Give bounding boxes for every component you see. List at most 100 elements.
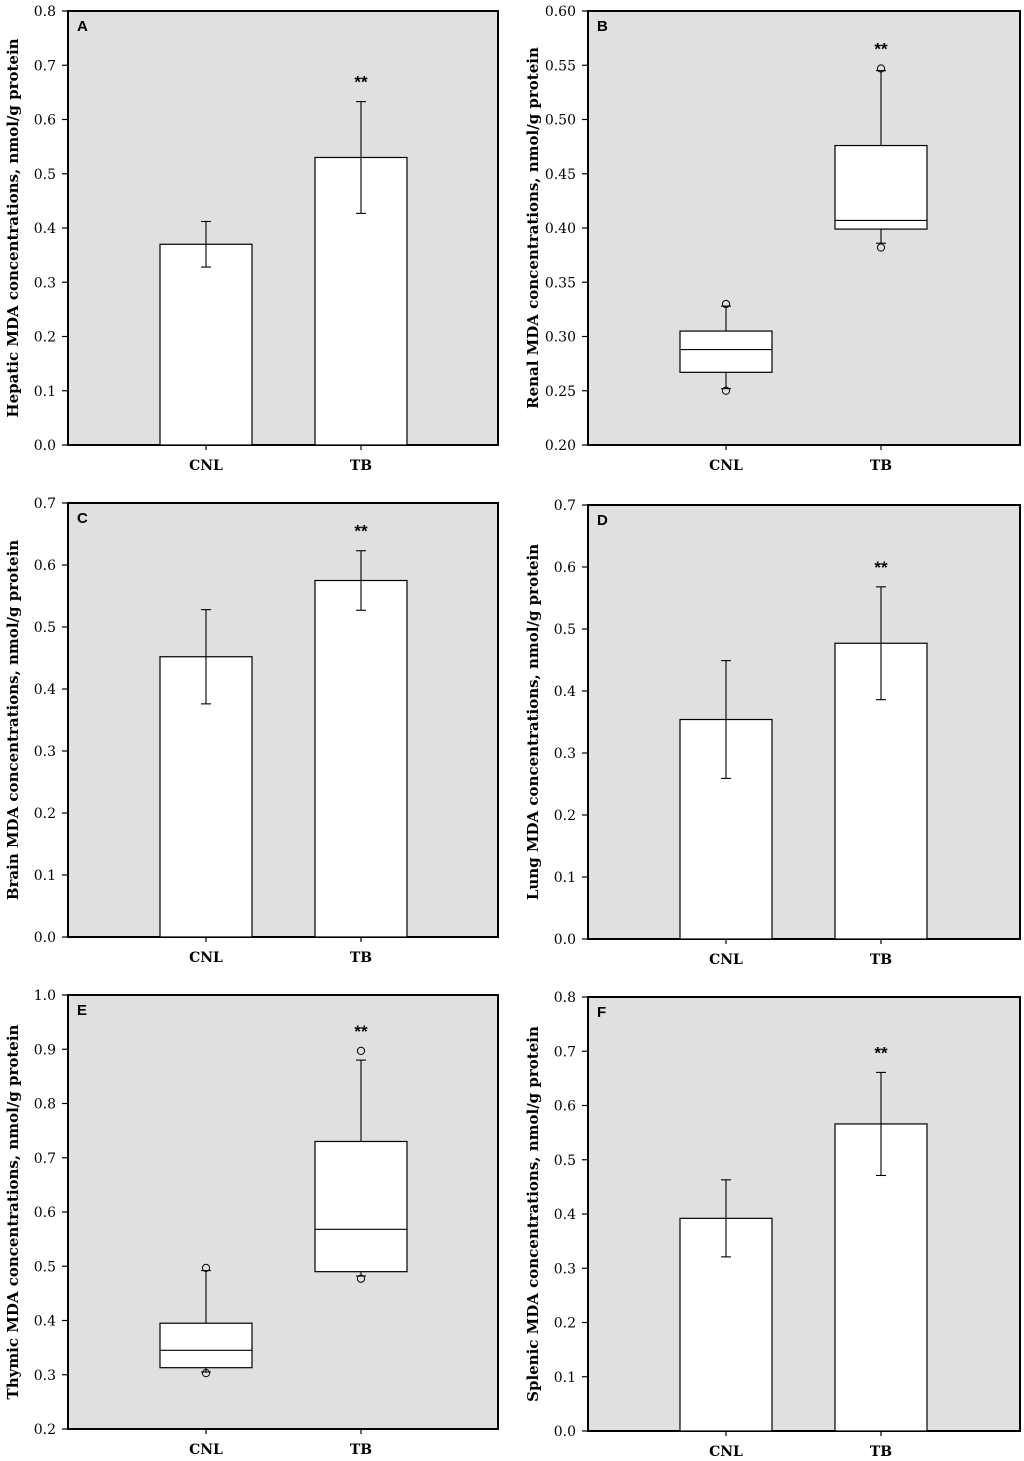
plot-area	[67, 994, 499, 1430]
panel-letter: C	[77, 510, 88, 527]
y-tick-label: 0.4	[34, 221, 56, 237]
bar-cnl	[159, 243, 253, 446]
y-tick-label: 0.3	[34, 275, 56, 291]
plot-area	[67, 502, 499, 938]
category-label-tb: TB	[350, 458, 372, 474]
outlier-point	[876, 64, 886, 73]
y-tick-label: 0.55	[545, 58, 576, 74]
box-tb	[314, 1140, 408, 1273]
category-label-cnl: CNL	[189, 950, 223, 966]
y-axis-label: Splenic MDA concentrations, nmol/g prote…	[524, 1026, 542, 1402]
y-tick-label: 0.0	[34, 930, 56, 946]
significance-marker: **	[354, 73, 368, 92]
category-label-tb: TB	[870, 952, 892, 968]
significance-marker: **	[354, 1022, 368, 1041]
category-label-tb: TB	[870, 1444, 892, 1460]
y-tick-label: 0.3	[554, 746, 576, 762]
y-tick-label: 0.7	[554, 1044, 576, 1060]
y-tick-label: 0.2	[34, 330, 56, 346]
y-tick-label: 0.7	[34, 1151, 56, 1167]
y-tick-label: 0.1	[554, 870, 576, 886]
y-tick-label: 0.8	[34, 1097, 56, 1113]
y-tick-label: 0.6	[34, 1205, 56, 1221]
significance-marker: **	[874, 40, 888, 59]
y-tick-label: 0.8	[554, 990, 576, 1006]
category-label-tb: TB	[350, 1442, 372, 1458]
y-tick-label: 0.2	[554, 1316, 576, 1332]
y-tick-label: 0.40	[545, 221, 576, 237]
plot-area	[67, 10, 499, 446]
outlier-point	[721, 299, 731, 309]
chart-panel-a: 0.0 0.1 0.2 0.3 0.4 0.5 0.6 0.7 0.8 Hepatic MDA c…	[4, 4, 499, 474]
y-tick-label: 0.2	[34, 1422, 56, 1438]
significance-marker: **	[874, 1043, 888, 1062]
y-tick-label: 0.45	[545, 167, 576, 183]
y-axis-label: Lung MDA concentrations, nmol/g protein	[524, 544, 542, 900]
y-axis-label: Thymic MDA concentrations, nmol/g protei…	[4, 1024, 22, 1399]
significance-marker: **	[354, 522, 368, 541]
y-tick-label: 0.1	[34, 384, 56, 400]
plot-area	[587, 996, 1021, 1432]
outlier-point	[201, 1263, 211, 1272]
outlier-point	[356, 1274, 366, 1283]
outlier-point	[721, 386, 731, 395]
plot-area	[587, 10, 1021, 446]
y-axis-label: Hepatic MDA concentrations, nmol/g prote…	[4, 38, 22, 417]
category-label-cnl: CNL	[709, 952, 743, 968]
y-tick-label: 0.35	[545, 275, 576, 291]
y-tick-label: 0.1	[554, 1370, 576, 1386]
chart-panel-b: 0.20 0.25 0.30 0.35 0.40 0.45 0.50 0.55 0.60 Rena…	[524, 4, 1021, 474]
chart-panel-d: 0.0 0.1 0.2 0.3 0.4 0.5 0.6 0.7 Lung MDA concent…	[524, 498, 1021, 968]
y-tick-label: 0.7	[34, 496, 56, 512]
y-tick-label: 0.3	[34, 744, 56, 760]
box-tb	[834, 144, 928, 230]
y-tick-label: 0.2	[34, 806, 56, 822]
y-tick-label: 0.7	[554, 498, 576, 514]
y-tick-label: 0.20	[545, 438, 576, 454]
y-tick-label: 0.4	[34, 1314, 56, 1330]
y-tick-label: 0.0	[554, 1424, 576, 1440]
y-tick-label: 1.0	[34, 988, 56, 1004]
panel-letter: E	[77, 1002, 87, 1019]
category-label-tb: TB	[350, 950, 372, 966]
box-cnl	[159, 1322, 253, 1369]
bar-tb	[314, 579, 408, 938]
outlier-point	[356, 1046, 366, 1055]
y-tick-label: 0.5	[34, 620, 56, 636]
plot-area	[587, 504, 1021, 940]
outlier-point	[876, 243, 886, 252]
panel-letter: F	[597, 1004, 606, 1021]
y-tick-label: 0.25	[545, 384, 576, 400]
chart-panel-e: 0.2 0.3 0.4 0.5 0.6 0.7 0.8 0.9 1.0 Thymic MDA co…	[4, 988, 499, 1458]
category-label-cnl: CNL	[189, 1442, 223, 1458]
y-tick-label: 0.5	[34, 1259, 56, 1275]
significance-marker: **	[874, 558, 888, 577]
y-tick-label: 0.0	[34, 438, 56, 454]
y-tick-label: 0.0	[554, 932, 576, 948]
chart-panel-c: 0.0 0.1 0.2 0.3 0.4 0.5 0.6 0.7 Brain MDA concen…	[4, 496, 499, 966]
y-tick-label: 0.6	[34, 558, 56, 574]
category-label-tb: TB	[870, 458, 892, 474]
y-axis-label: Renal MDA concentrations, nmol/g protein	[524, 47, 542, 409]
y-tick-label: 0.3	[34, 1368, 56, 1384]
category-label-cnl: CNL	[189, 458, 223, 474]
y-tick-label: 0.6	[554, 1099, 576, 1115]
y-tick-label: 0.7	[34, 58, 56, 74]
y-tick-label: 0.6	[34, 113, 56, 129]
y-tick-label: 0.30	[545, 330, 576, 346]
box-cnl	[679, 330, 773, 373]
y-tick-label: 0.50	[545, 113, 576, 129]
y-tick-label: 0.6	[554, 560, 576, 576]
y-tick-label: 0.8	[34, 4, 56, 20]
y-tick-label: 0.60	[545, 4, 576, 20]
y-tick-label: 0.3	[554, 1261, 576, 1277]
y-tick-label: 0.5	[34, 167, 56, 183]
y-tick-label: 0.4	[34, 682, 56, 698]
y-tick-label: 0.4	[554, 1207, 576, 1223]
y-tick-label: 0.5	[554, 1153, 576, 1169]
y-tick-label: 0.1	[34, 868, 56, 884]
y-axis-label: Brain MDA concentrations, nmol/g protein	[4, 540, 22, 900]
category-label-cnl: CNL	[709, 458, 743, 474]
y-tick-label: 0.9	[34, 1042, 56, 1058]
